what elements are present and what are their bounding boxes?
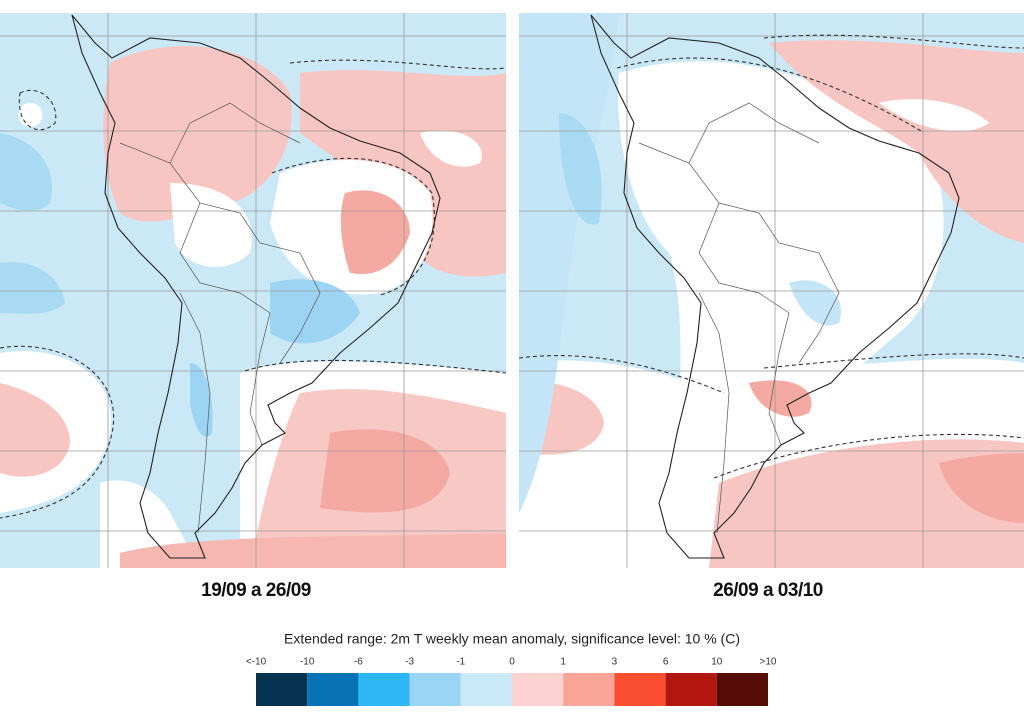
colorbar-tick-label: >10 [760,657,777,668]
color-box [512,673,564,706]
colorbar-tick-label: -10 [300,657,315,668]
panel-label: 26/09 a 03/10 [713,580,823,601]
colorbar-tick-label: 0 [509,657,515,668]
color-box [665,673,717,706]
color-box [409,673,461,706]
colorbar-tick-label: -3 [405,657,414,668]
colorbar-tick-label: 10 [711,657,723,668]
colorbar-tick-label: -6 [354,657,363,668]
legend-title: Extended range: 2m T weekly mean anomaly… [284,631,740,647]
color-box [358,673,410,706]
colorbar-tick-label: 3 [612,657,618,668]
color-box [563,673,615,706]
color-box [307,673,359,706]
map-right [519,13,1024,568]
panel-label: 19/09 a 26/09 [201,580,311,601]
colorbar-tick-label: <-10 [246,657,267,668]
colorbar-tick-label: -1 [456,657,465,668]
map-left [0,13,506,568]
colorbar-tick-label: 6 [663,657,669,668]
color-box [256,673,308,706]
color-box [614,673,666,706]
colorbar-tick-label: 1 [560,657,566,668]
color-box [460,673,512,706]
color-box [716,673,768,706]
colorbar: <-10 -10 -6 -3 -1 0 1 3 6 10 >10 [246,657,777,706]
